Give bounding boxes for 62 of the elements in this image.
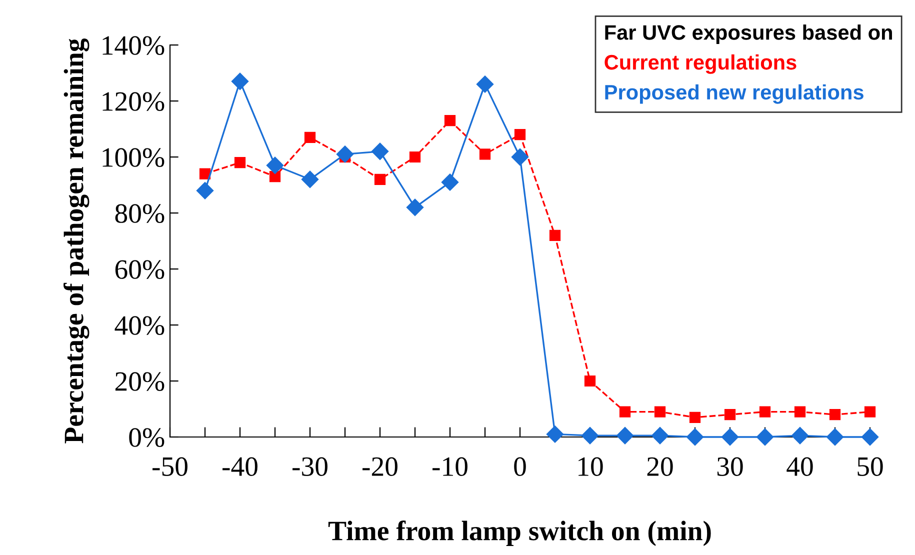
point (514, 129, 526, 140)
point (304, 132, 316, 143)
point (269, 171, 281, 182)
point (199, 168, 211, 180)
point (654, 406, 666, 418)
x-axis-title: Time from lamp switch on (min) (328, 520, 711, 546)
point (196, 182, 214, 200)
text: Proposed new regulations (605, 84, 864, 104)
point (791, 427, 809, 444)
x-tick-label: 30 (717, 457, 743, 476)
point (444, 115, 456, 126)
x-tick-label: -40 (222, 457, 258, 476)
point (441, 174, 459, 191)
point (336, 146, 354, 163)
point (829, 409, 841, 420)
point (616, 427, 634, 444)
x-tick-label: 20 (647, 457, 673, 476)
point (301, 170, 319, 188)
point (581, 427, 599, 444)
y-tick-label: 80% (115, 204, 164, 223)
x-tick-label: -20 (362, 457, 398, 476)
point (511, 148, 529, 166)
x-tick-label: -50 (152, 457, 188, 476)
x-tick-label: -30 (292, 457, 328, 476)
y-tick-label: 100% (102, 148, 164, 167)
y-tick-label: 0% (129, 428, 164, 447)
y-tick-label: 60% (115, 260, 164, 279)
x-tick-label: -10 (432, 457, 468, 476)
point (476, 76, 494, 93)
point (374, 174, 386, 185)
point (406, 198, 424, 216)
point (826, 428, 844, 446)
x-tick-label: 40 (786, 457, 813, 476)
point (584, 375, 596, 387)
y-tick-label: 40% (114, 316, 164, 335)
y-tick-label: 140% (102, 36, 164, 55)
point (794, 406, 806, 418)
point (371, 142, 389, 160)
x-tick-label: 0 (514, 457, 526, 476)
text: Current regulations (604, 54, 796, 74)
point (864, 406, 876, 418)
point (721, 428, 739, 446)
point (619, 406, 631, 418)
point (724, 409, 736, 420)
point (651, 427, 669, 444)
y-tick-label: 120% (102, 92, 164, 111)
point (759, 406, 771, 418)
point (756, 428, 774, 446)
x-tick-label: 10 (578, 457, 603, 476)
y-axis-title: Percentage of pathogen remaining (64, 38, 90, 444)
point (266, 156, 284, 174)
point (549, 230, 561, 241)
legend-title: Far UVC exposures based on (605, 24, 892, 44)
point (686, 428, 704, 446)
point (231, 72, 249, 90)
point (689, 412, 701, 423)
point (479, 148, 491, 160)
y-tick-label: 20% (115, 372, 164, 391)
point (409, 151, 421, 163)
x-tick-label: 50 (858, 457, 883, 476)
point (234, 157, 246, 168)
point (546, 426, 564, 443)
